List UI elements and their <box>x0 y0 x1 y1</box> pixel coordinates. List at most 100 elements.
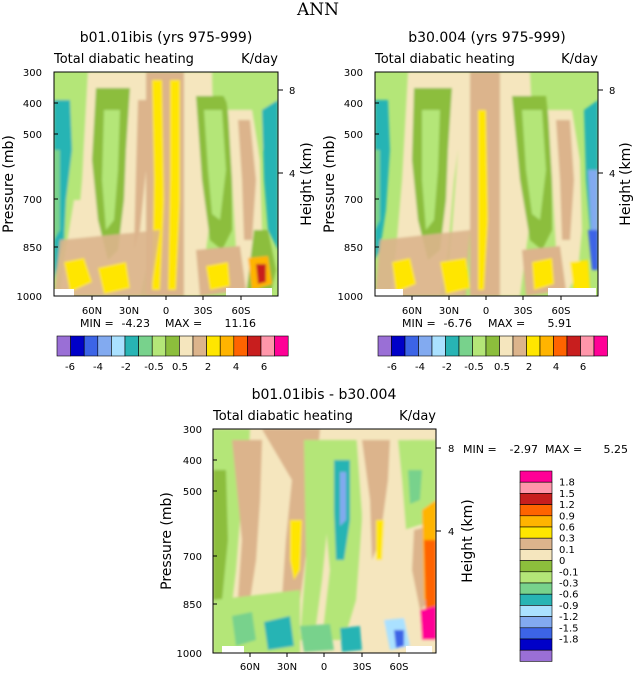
panel-1-y-right-tick-4: 4 <box>289 169 295 180</box>
panel-2-cbar-label: -0.5 <box>464 362 484 373</box>
panel-1-y-tick-400: 400 <box>23 99 42 110</box>
panel-1-cbar-label: 0.5 <box>172 362 188 373</box>
cbar2-swatch <box>526 335 541 357</box>
panel-2: b30.004 (yrs 975-999) Total diabatic hea… <box>322 30 634 373</box>
panel-1-x-tick-60s: 60S <box>231 306 250 317</box>
panel-1-y-tick-1000: 1000 <box>17 292 42 303</box>
panel-1-cbar-label: 6 <box>261 362 267 373</box>
panel-3-units: K/day <box>399 409 436 424</box>
panel-3-cbar-label: -0.6 <box>559 590 579 601</box>
panel-3-colorbar-swatch <box>519 649 553 662</box>
cbar1-swatch <box>260 335 275 357</box>
panel-3-cbar-label: -0.9 <box>559 601 579 612</box>
cbar2-swatch <box>404 335 419 357</box>
panel-1-stats: MIN = -4.23 MAX = 11.16 <box>80 317 256 330</box>
panel-3-cbar-label: -1.2 <box>559 612 579 623</box>
panel-3-y-label: Pressure (mb) <box>159 492 175 590</box>
cbar1-swatch <box>233 335 248 357</box>
panel-3-min-label: MIN = <box>463 443 497 456</box>
panel-3-cbar-label: -1.8 <box>559 635 579 646</box>
panel-2-contour-field <box>375 72 598 296</box>
panel-3-colorbar-swatch <box>519 571 553 584</box>
panel-2-cbar-label: 0.5 <box>494 362 510 373</box>
cbar1-swatch <box>206 335 221 357</box>
panel-3-y-right-tick-4: 4 <box>448 527 454 538</box>
panel-3-colorbar-swatch <box>519 638 553 651</box>
panel-2-y-right-label: Height (km) <box>618 142 634 225</box>
panel-1-colorbar-labels: -6 -4 -2 -0.5 0.5 2 4 6 <box>65 362 267 373</box>
panel-3-y-tick-700: 700 <box>183 552 202 563</box>
panel-3-colorbar-swatch <box>519 582 553 595</box>
panel-2-y-tick-1000: 1000 <box>338 292 363 303</box>
panel-1-y-tick-700: 700 <box>23 195 42 206</box>
cbar2-swatch <box>580 335 595 357</box>
panel-3-colorbar-swatch <box>519 616 553 629</box>
cbar2-swatch <box>458 335 473 357</box>
panel-3-x-tick-30n: 30N <box>277 662 297 673</box>
panel-1-y-label: Pressure (mb) <box>1 135 17 233</box>
panel-2-y-right-axis: 8 4 Height (km) <box>598 86 634 226</box>
panel-3-y-tick-300: 300 <box>183 425 202 436</box>
panel-2-cbar-label: 6 <box>580 362 586 373</box>
panel-2-y-tick-marks <box>375 71 379 297</box>
panel-1-units: K/day <box>241 52 278 67</box>
panel-2-x-tick-0: 0 <box>483 306 489 317</box>
panel-1-y-right-label: Height (km) <box>299 142 315 225</box>
panel-3-contour-field <box>213 429 436 653</box>
panel-1-cbar-label: -4 <box>93 362 103 373</box>
panel-3-colorbar-swatch <box>519 537 553 550</box>
panel-1-min-label: MIN = <box>80 317 114 330</box>
panel-2-subtitle: Total diabatic heating <box>374 52 515 67</box>
panel-3-x-tick-0: 0 <box>321 662 327 673</box>
panel-3-cbar-label: 0.6 <box>559 523 575 534</box>
panel-1-y-axis: 300 400 500 700 850 1000 Pressure (mb) <box>1 68 58 303</box>
cbar2-swatch <box>553 335 568 357</box>
panel-3-cbar-label: 1.2 <box>559 500 575 511</box>
cbar1-swatch <box>56 335 71 357</box>
panel-1-colorbar <box>56 335 289 357</box>
panel-3-cbar-label: -0.3 <box>559 579 579 590</box>
panel-2-y-right-tick-4: 4 <box>609 169 615 180</box>
panel-3-cbar-label: -1.5 <box>559 623 579 634</box>
panel-3-cbar-label: 0.1 <box>559 545 575 556</box>
cbar1-swatch <box>192 335 207 357</box>
panel-3-colorbar-swatch <box>519 605 553 617</box>
cbar1-swatch <box>151 335 167 357</box>
cbar1-swatch <box>97 335 112 357</box>
panel-3-cbar-label: 0.9 <box>559 511 575 522</box>
panel-2-cbar-label: 2 <box>526 362 532 373</box>
panel-3-x-tick-30s: 30S <box>352 662 371 673</box>
panel-2-x-axis: 60N 30N 0 30S 60S <box>402 296 571 317</box>
panel-2-cbar-label: -4 <box>415 362 425 373</box>
panel-3-colorbar-swatch <box>519 627 553 640</box>
panel-2-y-right-tick-8: 8 <box>609 86 615 97</box>
panel-3-title: b01.01ibis - b30.004 <box>252 387 397 403</box>
panel-3-x-tick-60s: 60S <box>389 662 408 673</box>
page-title: ANN <box>296 0 339 20</box>
panel-3-y-right-tick-8: 8 <box>448 444 454 455</box>
panel-3-min-value: -2.97 <box>510 443 538 456</box>
panel-1-y-tick-300: 300 <box>23 68 42 79</box>
panel-3-stats: MIN = -2.97 MAX = 5.25 <box>463 443 628 456</box>
panel-2-colorbar <box>377 335 608 357</box>
cbar1-swatch <box>274 335 289 357</box>
panel-2-x-tick-60n: 60N <box>402 306 422 317</box>
cbar2-swatch <box>377 335 392 357</box>
cbar2-swatch <box>431 335 446 357</box>
panel-3-colorbar-swatch <box>519 549 553 561</box>
panel-1-y-tick-marks <box>54 71 58 297</box>
panel-1-max-label: MAX = <box>165 317 202 330</box>
panel-3-y-axis: 300 400 500 700 850 1000 Pressure (mb) <box>159 425 217 660</box>
panel-3-colorbar-swatch <box>519 470 553 483</box>
panel-3-y-tick-marks <box>213 428 217 654</box>
panel-2-min-label: MIN = <box>402 317 436 330</box>
cbar2-swatch <box>445 335 460 357</box>
cbar2-swatch <box>418 335 433 357</box>
panel-2-cbar-label: 4 <box>553 362 559 373</box>
panel-3-colorbar-swatch <box>519 504 553 517</box>
panel-3-y-right-label: Height (km) <box>460 499 476 582</box>
panel-2-max-value: 5.91 <box>548 317 573 330</box>
panel-2-y-tick-400: 400 <box>344 99 363 110</box>
panel-3-x-axis: 60N 30N 0 30S 60S <box>240 653 409 673</box>
